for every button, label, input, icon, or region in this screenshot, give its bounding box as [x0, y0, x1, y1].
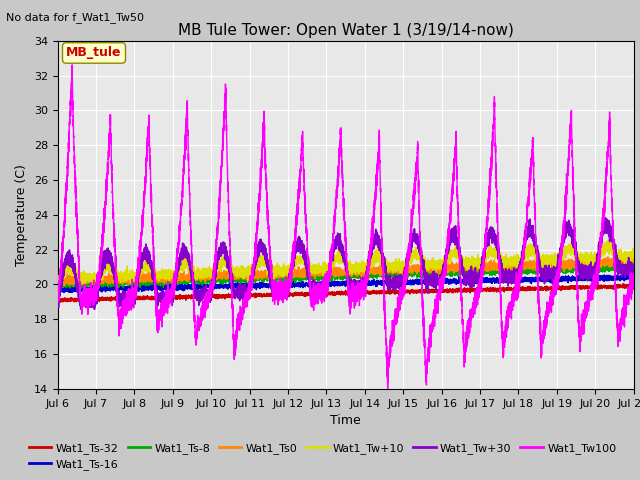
Title: MB Tule Tower: Open Water 1 (3/19/14-now): MB Tule Tower: Open Water 1 (3/19/14-now… [178, 23, 513, 38]
Legend: Wat1_Ts-32, Wat1_Ts-16, Wat1_Ts-8, Wat1_Ts0, Wat1_Tw+10, Wat1_Tw+30, Wat1_Tw100: Wat1_Ts-32, Wat1_Ts-16, Wat1_Ts-8, Wat1_… [25, 438, 621, 474]
Text: No data for f_Wat1_Tw50: No data for f_Wat1_Tw50 [6, 12, 145, 23]
Y-axis label: Temperature (C): Temperature (C) [15, 164, 28, 266]
Text: MB_tule: MB_tule [67, 47, 122, 60]
X-axis label: Time: Time [330, 414, 361, 427]
